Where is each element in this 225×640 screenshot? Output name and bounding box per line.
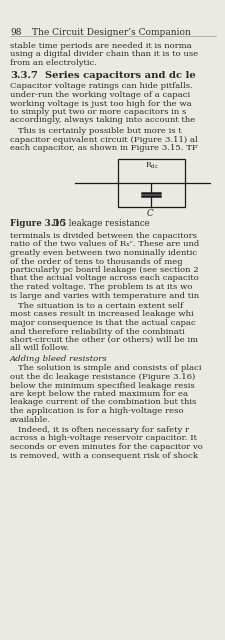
Text: The solution is simple and consists of placi: The solution is simple and consists of p… — [18, 365, 201, 372]
Text: terminals is divided between the capacitors: terminals is divided between the capacit… — [10, 232, 196, 240]
Text: under-run the working voltage of a capaci: under-run the working voltage of a capac… — [10, 91, 189, 99]
Text: R$_{\rm dc}$: R$_{\rm dc}$ — [144, 161, 158, 171]
Text: Adding bleed resistors: Adding bleed resistors — [10, 355, 107, 363]
Text: the rated voltage. The problem is at its wo: the rated voltage. The problem is at its… — [10, 283, 192, 291]
Text: particularly pc board leakage (see section 2: particularly pc board leakage (see secti… — [10, 266, 198, 274]
Text: The Circuit Designer’s Companion: The Circuit Designer’s Companion — [32, 28, 190, 37]
Text: greatly even between two nominally identic: greatly even between two nominally ident… — [10, 249, 196, 257]
Text: Series capacitors and dc le: Series capacitors and dc le — [45, 72, 195, 81]
Text: Indeed, it is often necessary for safety r: Indeed, it is often necessary for safety… — [18, 426, 188, 434]
Bar — [117, 159, 184, 207]
Text: each capacitor, as shown in Figure 3.15. TF: each capacitor, as shown in Figure 3.15.… — [10, 144, 197, 152]
Text: seconds or even minutes for the capacitor vo: seconds or even minutes for the capacito… — [10, 443, 202, 451]
Text: the application is for a high-voltage reso: the application is for a high-voltage re… — [10, 407, 183, 415]
Text: are kept below the rated maximum for ea: are kept below the rated maximum for ea — [10, 390, 187, 398]
Text: out the dc leakage resistance (Figure 3.16): out the dc leakage resistance (Figure 3.… — [10, 373, 194, 381]
Text: ratio of the two values of Rₓᶜ. These are und: ratio of the two values of Rₓᶜ. These ar… — [10, 241, 198, 248]
Text: Capacitor voltage ratings can hide pitfalls.: Capacitor voltage ratings can hide pitfa… — [10, 83, 192, 90]
Text: and therefore reliability of the combinati: and therefore reliability of the combina… — [10, 328, 184, 335]
Text: accordingly, always taking into account the: accordingly, always taking into account … — [10, 116, 194, 125]
Text: 98: 98 — [10, 28, 21, 37]
Text: to simply put two or more capacitors in s: to simply put two or more capacitors in … — [10, 108, 186, 116]
Text: major consequence is that the actual capac: major consequence is that the actual cap… — [10, 319, 195, 327]
Text: working voltage is just too high for the wa: working voltage is just too high for the… — [10, 99, 191, 108]
Text: DC leakage resistance: DC leakage resistance — [47, 220, 149, 228]
Text: The situation is to a certain extent self: The situation is to a certain extent sel… — [18, 302, 182, 310]
Text: that the actual voltage across each capacito: that the actual voltage across each capa… — [10, 275, 198, 282]
Text: of the order of tens to thousands of meg: of the order of tens to thousands of meg — [10, 257, 182, 266]
Text: This is certainly possible but more is t: This is certainly possible but more is t — [18, 127, 181, 135]
Text: is removed, with a consequent risk of shock: is removed, with a consequent risk of sh… — [10, 451, 197, 460]
Text: across a high-voltage reservoir capacitor. It: across a high-voltage reservoir capacito… — [10, 435, 196, 442]
Text: 3.3.7: 3.3.7 — [10, 72, 38, 81]
Text: C: C — [146, 209, 153, 218]
Text: all will follow.: all will follow. — [10, 344, 69, 353]
Text: stable time periods are needed it is norma: stable time periods are needed it is nor… — [10, 42, 191, 50]
Text: capacitor equivalent circuit (Figure 3.11) al: capacitor equivalent circuit (Figure 3.1… — [10, 136, 197, 143]
Text: available.: available. — [10, 415, 51, 424]
Text: short-circuit the other (or others) will be im: short-circuit the other (or others) will… — [10, 336, 197, 344]
Text: most cases result in increased leakage whi: most cases result in increased leakage w… — [10, 310, 193, 319]
Text: is large and varies with temperature and tin: is large and varies with temperature and… — [10, 291, 198, 300]
Text: from an electrolytic.: from an electrolytic. — [10, 59, 97, 67]
Text: using a digital divider chain than it is to use: using a digital divider chain than it is… — [10, 51, 197, 58]
Text: Figure 3.15: Figure 3.15 — [10, 220, 66, 228]
Text: below the minimum specified leakage resis: below the minimum specified leakage resi… — [10, 381, 194, 390]
Text: leakage current of the combination but this: leakage current of the combination but t… — [10, 399, 196, 406]
